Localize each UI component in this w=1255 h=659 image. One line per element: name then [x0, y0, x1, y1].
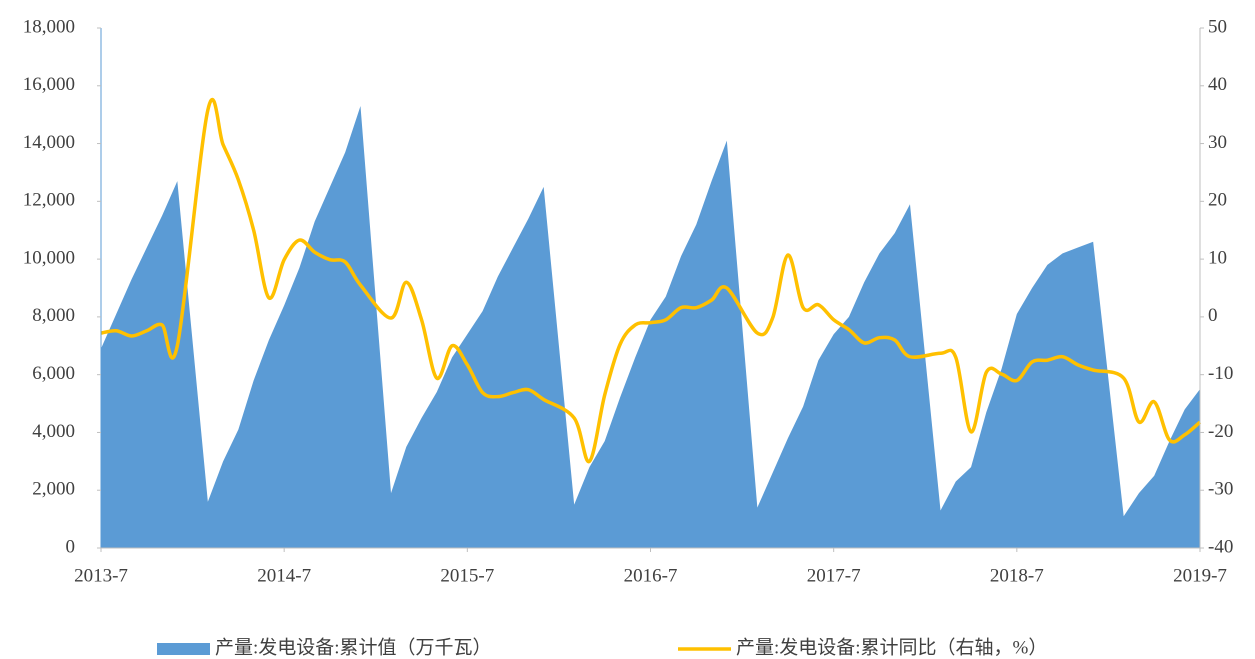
y2-tick-label: -10 — [1208, 363, 1233, 384]
y2-tick-label: 50 — [1208, 16, 1227, 37]
x-tick-label: 2014-7 — [257, 565, 311, 586]
area — [101, 106, 1200, 548]
y-tick-label: 8,000 — [32, 305, 75, 326]
y2-tick-label: 30 — [1208, 132, 1227, 153]
y2-tick-label: 20 — [1208, 190, 1227, 211]
y-tick-label: 12,000 — [23, 190, 75, 211]
y-tick-label: 18,000 — [23, 16, 75, 37]
legend-label: 产量:发电设备:累计值（万千瓦） — [215, 636, 492, 658]
y-tick-label: 2,000 — [32, 479, 75, 500]
x-tick-label: 2013-7 — [74, 565, 128, 586]
y-tick-label: 14,000 — [23, 132, 75, 153]
y-tick-label: 10,000 — [23, 247, 75, 268]
y2-tick-label: -40 — [1208, 536, 1233, 557]
line — [100, 98, 1202, 464]
y2-tick-label: -20 — [1208, 421, 1233, 442]
y2-tick-label: 10 — [1208, 247, 1227, 268]
y-tick-label: 4,000 — [32, 421, 75, 442]
y-tick-label: 16,000 — [23, 74, 75, 95]
x-tick-label: 2019-7 — [1173, 565, 1227, 586]
y2-tick-label: 40 — [1208, 74, 1227, 95]
x-tick-label: 2017-7 — [807, 565, 861, 586]
x-tick-label: 2018-7 — [990, 565, 1044, 586]
x-tick-label: 2016-7 — [624, 565, 678, 586]
y-tick-label: 0 — [66, 536, 76, 557]
legend-label: 产量:发电设备:累计同比（右轴，%） — [736, 636, 1047, 658]
y2-tick-label: 0 — [1208, 305, 1218, 326]
y-tick-label: 6,000 — [32, 363, 75, 384]
y2-tick-label: -30 — [1208, 479, 1233, 500]
legend-swatch — [157, 643, 210, 655]
x-tick-label: 2015-7 — [440, 565, 494, 586]
